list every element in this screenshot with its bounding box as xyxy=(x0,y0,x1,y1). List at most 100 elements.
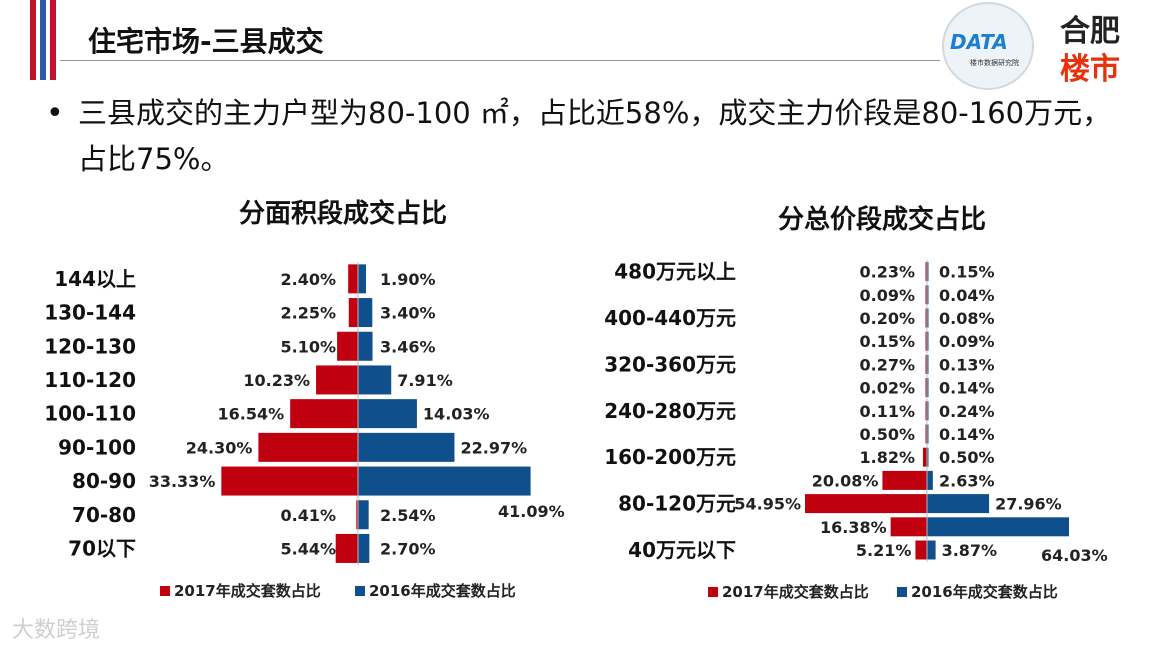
bar-2016-2-1 xyxy=(927,285,929,305)
label-2017-2-1: 0.09% xyxy=(859,286,915,305)
bar-2017-2-2 xyxy=(925,308,927,328)
bar-2017-2-1 xyxy=(925,285,927,305)
category-label-2-12: 40万元以下 xyxy=(628,538,736,562)
bar-2017-2-0 xyxy=(925,262,927,282)
category-label-1-6: 80-90 xyxy=(72,469,136,493)
bar-2016-1-5 xyxy=(358,432,455,462)
label-2016-2-2: 0.08% xyxy=(939,309,995,328)
title-divider xyxy=(60,60,940,61)
label-2017-2-0: 0.23% xyxy=(859,263,915,282)
chart-2-title: 分总价段成交占比 xyxy=(778,204,986,235)
label-2016-2-9: 2.63% xyxy=(939,471,995,490)
label-2017-1-0: 2.40% xyxy=(280,270,336,289)
label-2016-1-7: 2.54% xyxy=(380,506,436,525)
data-logo-text: DATA xyxy=(950,30,1008,54)
label-2017-1-7: 0.41% xyxy=(280,506,336,525)
category-label-2-6: 240-280万元 xyxy=(604,399,736,423)
category-label-1-4: 100-110 xyxy=(44,402,136,426)
label-2016-2-12: 3.87% xyxy=(942,541,998,560)
bar-2016-1-2 xyxy=(358,331,373,361)
bar-2017-1-4 xyxy=(290,399,358,429)
site-logo-line2: 楼市 xyxy=(1060,52,1120,87)
data-logo: DATA 楼市数据研究院 xyxy=(942,2,1034,90)
label-2017-2-5: 0.02% xyxy=(859,379,915,398)
label-2017-1-2: 5.10% xyxy=(280,337,336,356)
bar-2016-1-1 xyxy=(358,298,373,328)
bar-2017-2-6 xyxy=(925,401,927,421)
legend-label-2-1: 2016年成交套数占比 xyxy=(911,583,1058,601)
watermark: 大数跨境 xyxy=(12,618,101,643)
category-label-1-2: 120-130 xyxy=(44,334,136,358)
bar-2017-2-9 xyxy=(882,470,927,490)
label-2016-2-3: 0.09% xyxy=(939,332,995,351)
label-2016-1-2: 3.46% xyxy=(380,337,436,356)
legend-swatch-1-1 xyxy=(355,586,365,596)
label-2017-2-2: 0.20% xyxy=(859,309,915,328)
label-2017-1-6: 33.33% xyxy=(149,472,216,491)
summary-text: 三县成交的主力户型为80-100 ㎡，占比近58%，成交主力价段是80-160万… xyxy=(78,96,1112,176)
category-label-1-5: 90-100 xyxy=(58,435,136,459)
label-2016-2-8: 0.50% xyxy=(939,448,995,467)
category-label-1-1: 130-144 xyxy=(44,301,136,325)
bar-2016-2-7 xyxy=(927,424,929,444)
bar-2017-1-7 xyxy=(356,500,358,530)
label-2016-2-4: 0.13% xyxy=(939,355,995,374)
label-2016-1-0: 1.90% xyxy=(380,270,436,289)
bar-2017-1-3 xyxy=(316,365,358,395)
bar-2017-1-8 xyxy=(335,533,358,563)
category-label-2-0: 480万元以上 xyxy=(614,260,736,284)
label-2016-1-6: 41.09% xyxy=(498,502,565,521)
label-2017-2-7: 0.50% xyxy=(859,425,915,444)
bar-2017-2-4 xyxy=(925,354,927,374)
bar-2017-1-5 xyxy=(258,432,358,462)
category-label-1-7: 70-80 xyxy=(72,503,136,527)
site-logo: 合肥 楼市 xyxy=(1048,0,1148,90)
label-2017-1-3: 10.23% xyxy=(243,371,310,390)
legend-label-1-0: 2017年成交套数占比 xyxy=(174,582,321,600)
label-2016-2-0: 0.15% xyxy=(939,263,995,282)
bar-2016-2-12 xyxy=(927,540,936,560)
label-2016-2-6: 0.24% xyxy=(939,402,995,421)
label-2016-2-5: 0.14% xyxy=(939,379,995,398)
bar-2017-2-12 xyxy=(915,540,927,560)
header-stripe-blue xyxy=(40,0,46,80)
label-2017-2-12: 5.21% xyxy=(856,541,912,560)
page-title: 住宅市场-三县成交 xyxy=(88,25,324,58)
bar-2017-2-7 xyxy=(925,424,927,444)
category-label-1-0: 144以上 xyxy=(54,267,136,291)
bar-2016-1-4 xyxy=(358,399,417,429)
bar-2016-1-8 xyxy=(358,533,370,563)
bar-2017-1-1 xyxy=(348,298,358,328)
bar-2016-2-11 xyxy=(927,517,1069,537)
label-2017-2-3: 0.15% xyxy=(859,332,915,351)
category-label-2-10: 80-120万元 xyxy=(618,492,736,516)
label-2016-1-8: 2.70% xyxy=(380,539,436,558)
bullet-dot: • xyxy=(46,96,64,131)
label-2017-1-5: 24.30% xyxy=(186,438,253,457)
label-2017-2-8: 1.82% xyxy=(859,448,915,467)
legend-label-1-1: 2016年成交套数占比 xyxy=(369,582,516,600)
data-logo-subtext: 楼市数据研究院 xyxy=(970,59,1019,67)
category-label-2-4: 320-360万元 xyxy=(604,352,736,376)
bar-2017-1-2 xyxy=(337,331,358,361)
bar-2016-1-0 xyxy=(358,264,366,294)
label-2017-1-8: 5.44% xyxy=(280,539,336,558)
bar-2016-1-3 xyxy=(358,365,392,395)
label-2016-1-5: 22.97% xyxy=(460,438,527,457)
bar-2016-2-8 xyxy=(927,447,929,467)
bar-2016-2-0 xyxy=(927,262,929,282)
bar-2016-2-2 xyxy=(927,308,929,328)
legend-swatch-2-1 xyxy=(897,587,907,597)
label-2016-1-4: 14.03% xyxy=(423,405,490,424)
bar-2017-1-6 xyxy=(221,466,358,496)
legend-swatch-1-0 xyxy=(160,586,170,596)
label-2017-2-6: 0.11% xyxy=(859,402,915,421)
label-2016-2-10: 27.96% xyxy=(995,495,1062,514)
category-label-2-2: 400-440万元 xyxy=(604,306,736,330)
bar-2016-2-3 xyxy=(927,331,929,351)
chart-1-title: 分面积段成交占比 xyxy=(239,198,447,229)
bar-2016-1-7 xyxy=(358,500,369,530)
bar-2016-1-6 xyxy=(358,466,531,496)
bar-2017-2-8 xyxy=(922,447,927,467)
site-logo-line1: 合肥 xyxy=(1060,14,1120,49)
